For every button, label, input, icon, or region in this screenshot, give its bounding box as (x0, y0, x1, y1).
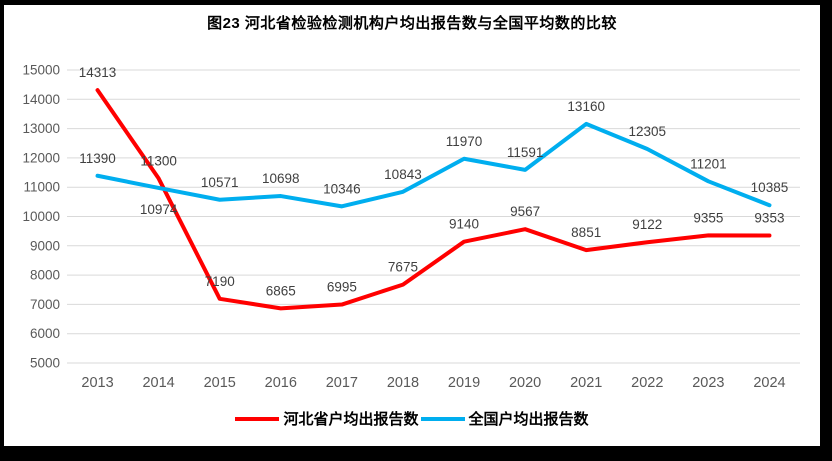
y-axis-tick-label: 8000 (30, 268, 60, 283)
x-axis-tick-label: 2015 (204, 375, 236, 391)
data-label-s1-2021: 13160 (567, 99, 605, 114)
series-line-1 (95, 121, 772, 209)
data-label-s1-2014: 10974 (140, 202, 178, 217)
x-axis-tick-label: 2021 (570, 375, 602, 391)
chart-canvas: 5000 6000 7000 8000 9000 10000 11000 12000 13000… (22, 63, 800, 391)
data-label-s0-2016: 6865 (266, 283, 296, 298)
y-axis-tick-label: 11000 (23, 180, 60, 195)
y-axis-tick-label: 15000 (22, 63, 60, 78)
x-axis-tick-label: 2017 (326, 375, 358, 391)
x-axis-tick-label: 2014 (142, 375, 174, 391)
x-axis-tick-label: 2019 (448, 375, 480, 391)
y-axis-tick-label: 6000 (30, 326, 60, 341)
legend: 河北省户均出报告数 全国户均出报告数 (4, 408, 820, 429)
y-axis-tick-label: 12000 (22, 150, 60, 165)
data-label-s1-2019: 11970 (446, 134, 483, 149)
data-label-s0-2021: 8851 (571, 225, 601, 240)
data-label-s1-2023: 11201 (690, 156, 727, 171)
series-line-0 (95, 88, 772, 311)
y-axis-tick-label: 13000 (22, 121, 60, 136)
y-axis-tick-label: 14000 (22, 92, 60, 107)
y-axis-tick-label: 5000 (30, 356, 60, 371)
data-label-s0-2020: 9567 (510, 204, 540, 219)
data-label-s1-2022: 12305 (629, 124, 667, 139)
legend-line-swatch-red (235, 416, 280, 421)
data-label-s1-2015: 10571 (201, 175, 239, 190)
data-label-s0-2013: 14313 (79, 65, 117, 80)
x-axis-tick-label: 2023 (692, 375, 724, 391)
y-axis-tick-label: 9000 (30, 238, 60, 253)
data-label-s0-2023: 9355 (693, 210, 723, 225)
legend-label-national: 全国户均出报告数 (468, 411, 589, 428)
data-label-s1-2016: 10698 (262, 171, 300, 186)
legend-line-swatch-blue (420, 416, 465, 421)
x-axis-tick-label: 2020 (509, 375, 541, 391)
data-label-s1-2013: 11390 (79, 151, 116, 166)
data-label-s0-2022: 9122 (632, 217, 662, 232)
data-label-s0-2019: 9140 (449, 217, 479, 232)
legend-item-national: 全国户均出报告数 (420, 408, 589, 429)
y-axis-tick-label: 10000 (22, 209, 60, 224)
legend-item-hebei: 河北省户均出报告数 (235, 408, 419, 429)
data-label-s0-2018: 7675 (388, 260, 418, 275)
x-axis-tick-label: 2016 (265, 375, 297, 391)
x-axis-tick-label: 2024 (753, 375, 785, 391)
y-axis-tick-label: 7000 (30, 297, 60, 312)
x-axis-tick-label: 2018 (387, 375, 419, 391)
data-label-s1-2020: 11591 (507, 145, 544, 160)
data-label-s1-2017: 10346 (323, 181, 361, 196)
data-label-s0-2024: 9353 (754, 210, 784, 225)
data-label-s1-2024: 10385 (751, 180, 789, 195)
legend-label-hebei: 河北省户均出报告数 (283, 411, 419, 428)
x-axis-tick-label: 2022 (631, 375, 663, 391)
chart-title: 图23 河北省检验检测机构户均出报告数与全国平均数的比较 (207, 15, 617, 32)
data-label-s0-2015: 7190 (205, 274, 235, 289)
data-label-s0-2017: 6995 (327, 280, 357, 295)
x-axis-tick-label: 2013 (81, 375, 113, 391)
data-label-s0-2014: 11300 (140, 153, 177, 168)
data-label-s1-2018: 10843 (384, 167, 422, 182)
